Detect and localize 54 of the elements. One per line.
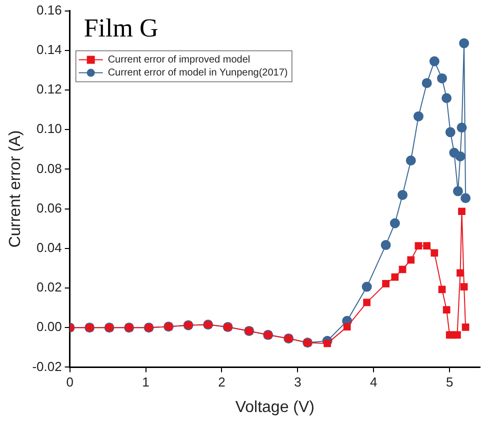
point — [437, 73, 448, 84]
point — [445, 127, 456, 138]
point — [363, 298, 371, 306]
point — [459, 38, 470, 48]
x-axis-title: Voltage (V) — [235, 398, 314, 416]
point — [458, 208, 466, 216]
point — [407, 256, 415, 264]
y-tick-label: 0.10 — [36, 121, 62, 136]
x-tick-label: 4 — [370, 374, 378, 390]
point — [382, 280, 390, 288]
point — [442, 306, 450, 314]
legend-label: Current error of model in Yunpeng(2017) — [108, 68, 288, 79]
point — [391, 273, 399, 281]
point — [390, 218, 400, 228]
y-tick-label: 0.08 — [36, 160, 62, 176]
point — [362, 282, 372, 292]
point — [422, 78, 432, 88]
point — [380, 240, 391, 250]
point — [398, 190, 408, 200]
point — [430, 249, 438, 257]
point — [423, 242, 431, 250]
y-tick-label: 0.02 — [36, 280, 62, 295]
point — [343, 323, 351, 330]
point — [456, 269, 464, 277]
x-tick-label: 0 — [66, 374, 74, 390]
point — [414, 242, 422, 250]
point — [460, 193, 471, 204]
y-tick-label: 0.16 — [36, 2, 62, 18]
y-axis-title: Current error (A) — [7, 130, 24, 248]
x-tick-label: 2 — [218, 374, 226, 390]
point — [455, 151, 466, 162]
point — [456, 122, 467, 133]
y-tick-label: -0.02 — [32, 358, 62, 374]
y-tick-label: 0.06 — [36, 200, 62, 216]
y-tick-label: 0.14 — [36, 42, 62, 57]
point — [438, 286, 446, 294]
point — [429, 56, 440, 66]
point — [406, 155, 416, 166]
point — [413, 111, 424, 122]
point — [454, 331, 461, 339]
point — [442, 93, 452, 104]
point — [460, 283, 468, 290]
point — [462, 324, 470, 331]
legend-label: Current error of improved model — [108, 54, 250, 66]
y-tick-label: 0.12 — [36, 82, 62, 97]
point — [452, 186, 463, 196]
point — [398, 266, 406, 274]
chart-title: Film G — [84, 14, 158, 43]
x-tick-label: 5 — [446, 374, 454, 390]
x-tick-label: 1 — [142, 374, 150, 390]
point — [324, 340, 332, 348]
y-tick-label: 0.04 — [36, 240, 62, 255]
y-tick-label: 0.00 — [36, 319, 62, 334]
x-tick-label: 3 — [294, 374, 302, 390]
